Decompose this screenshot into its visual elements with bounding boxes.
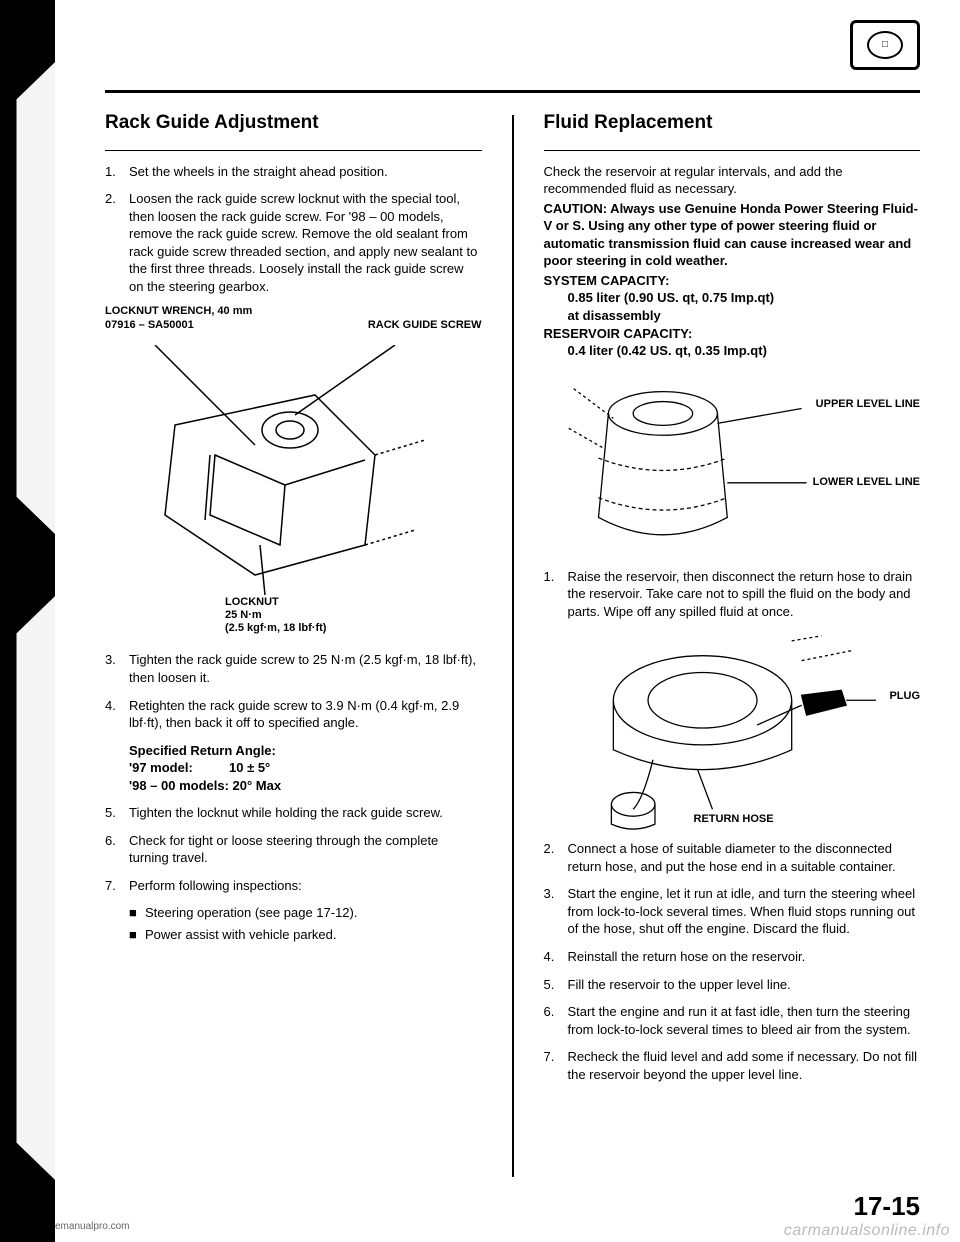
r-step-5: 5. Fill the reservoir to the upper level… xyxy=(544,976,921,994)
system-capacity-title: SYSTEM CAPACITY: xyxy=(544,272,921,290)
sub-text: Steering operation (see page 17-12). xyxy=(145,904,357,922)
pump-diagram: PLUG RETURN HOSE xyxy=(544,630,921,830)
sub-bullet-a: ■ Steering operation (see page 17-12). xyxy=(129,904,482,922)
spec-97-label: '97 model: xyxy=(129,759,229,777)
bullet-icon: ■ xyxy=(129,904,145,922)
label-locknut-wrench: LOCKNUT WRENCH, 40 mm 07916 – SA50001 xyxy=(105,305,252,331)
res-line: 0.4 liter (0.42 US. qt, 0.35 Imp.qt) xyxy=(568,342,921,360)
step-1: 1. Set the wheels in the straight ahead … xyxy=(105,163,482,181)
r-step-2: 2. Connect a hose of suitable diameter t… xyxy=(544,840,921,875)
spec-title: Specified Return Angle: xyxy=(129,742,482,760)
step-text: Reinstall the return hose on the reservo… xyxy=(568,948,921,966)
step-text: Perform following inspections: xyxy=(129,877,482,895)
label-upper-level: UPPER LEVEL LINE xyxy=(816,398,920,411)
step-text: Retighten the rack guide screw to 3.9 N·… xyxy=(129,697,482,732)
r-step-7: 7. Recheck the fluid level and add some … xyxy=(544,1048,921,1083)
r-step-3: 3. Start the engine, let it run at idle,… xyxy=(544,885,921,938)
step-num: 6. xyxy=(544,1003,568,1038)
spec-97-val: 10 ± 5° xyxy=(229,759,270,777)
step-text: Recheck the fluid level and add some if … xyxy=(568,1048,921,1083)
sub-bullet-b: ■ Power assist with vehicle parked. xyxy=(129,926,482,944)
step-num: 7. xyxy=(544,1048,568,1083)
reservoir-svg xyxy=(544,368,921,558)
cap-line2: at disassembly xyxy=(568,307,921,325)
step-num: 2. xyxy=(544,840,568,875)
step-5: 5. Tighten the locknut while holding the… xyxy=(105,804,482,822)
step-text: Connect a hose of suitable diameter to t… xyxy=(568,840,921,875)
step-text: Set the wheels in the straight ahead pos… xyxy=(129,163,482,181)
step-num: 5. xyxy=(105,804,129,822)
step-text: Check for tight or loose steering throug… xyxy=(129,832,482,867)
r-step-6: 6. Start the engine and run it at fast i… xyxy=(544,1003,921,1038)
rack-guide-diagram: LOCKNUT WRENCH, 40 mm 07916 – SA50001 RA… xyxy=(105,305,482,635)
manual-page: Rack Guide Adjustment 1. Set the wheels … xyxy=(55,0,960,1242)
step-num: 3. xyxy=(105,651,129,686)
step-num: 1. xyxy=(105,163,129,181)
spec-block: Specified Return Angle: '97 model: 10 ± … xyxy=(129,742,482,795)
step-num: 3. xyxy=(544,885,568,938)
step-text: Raise the reservoir, then disconnect the… xyxy=(568,568,921,621)
page-number: 17-15 xyxy=(854,1191,921,1222)
section-icon xyxy=(850,20,920,70)
label-rack-guide-screw: RACK GUIDE SCREW xyxy=(368,319,482,332)
right-column: Fluid Replacement Check the reservoir at… xyxy=(544,110,921,1182)
step-num: 5. xyxy=(544,976,568,994)
right-title: Fluid Replacement xyxy=(544,110,921,136)
left-column: Rack Guide Adjustment 1. Set the wheels … xyxy=(105,110,482,1182)
binder-edge xyxy=(0,0,55,1242)
watermark: carmanualsonline.info xyxy=(784,1222,950,1240)
r-step-1: 1. Raise the reservoir, then disconnect … xyxy=(544,568,921,621)
label-return-hose: RETURN HOSE xyxy=(694,813,774,826)
rack-guide-svg xyxy=(115,345,455,605)
step-num: 4. xyxy=(544,948,568,966)
label-lower-level: LOWER LEVEL LINE xyxy=(813,476,920,489)
step-2: 2. Loosen the rack guide screw locknut w… xyxy=(105,190,482,295)
sub-text: Power assist with vehicle parked. xyxy=(145,926,336,944)
step-text: Tighten the locknut while holding the ra… xyxy=(129,804,482,822)
intro-text: Check the reservoir at regular intervals… xyxy=(544,163,921,198)
step-text: Fill the reservoir to the upper level li… xyxy=(568,976,921,994)
reservoir-diagram: UPPER LEVEL LINE LOWER LEVEL LINE xyxy=(544,368,921,558)
step-num: 4. xyxy=(105,697,129,732)
step-num: 2. xyxy=(105,190,129,295)
step-text: Loosen the rack guide screw locknut with… xyxy=(129,190,482,295)
pump-svg xyxy=(544,630,921,830)
column-divider xyxy=(512,115,514,1177)
caution-text: CAUTION: Always use Genuine Honda Power … xyxy=(544,200,921,270)
step-text: Tighten the rack guide screw to 25 N·m (… xyxy=(129,651,482,686)
footer-site: emanualpro.com xyxy=(55,1221,129,1232)
spec-98: '98 – 00 models: 20° Max xyxy=(129,777,482,795)
left-title: Rack Guide Adjustment xyxy=(105,110,482,136)
label-plug: PLUG xyxy=(889,690,920,703)
reservoir-capacity-title: RESERVOIR CAPACITY: xyxy=(544,325,921,343)
step-num: 1. xyxy=(544,568,568,621)
step-text: Start the engine, let it run at idle, an… xyxy=(568,885,921,938)
step-num: 7. xyxy=(105,877,129,895)
cap-line1: 0.85 liter (0.90 US. qt, 0.75 Imp.qt) xyxy=(568,289,921,307)
bullet-icon: ■ xyxy=(129,926,145,944)
step-num: 6. xyxy=(105,832,129,867)
step-3: 3. Tighten the rack guide screw to 25 N·… xyxy=(105,651,482,686)
step-text: Start the engine and run it at fast idle… xyxy=(568,1003,921,1038)
r-step-4: 4. Reinstall the return hose on the rese… xyxy=(544,948,921,966)
label-locknut: LOCKNUT 25 N·m (2.5 kgf·m, 18 lbf·ft) xyxy=(225,596,326,636)
step-6: 6. Check for tight or loose steering thr… xyxy=(105,832,482,867)
step-4: 4. Retighten the rack guide screw to 3.9… xyxy=(105,697,482,732)
step-7: 7. Perform following inspections: xyxy=(105,877,482,895)
